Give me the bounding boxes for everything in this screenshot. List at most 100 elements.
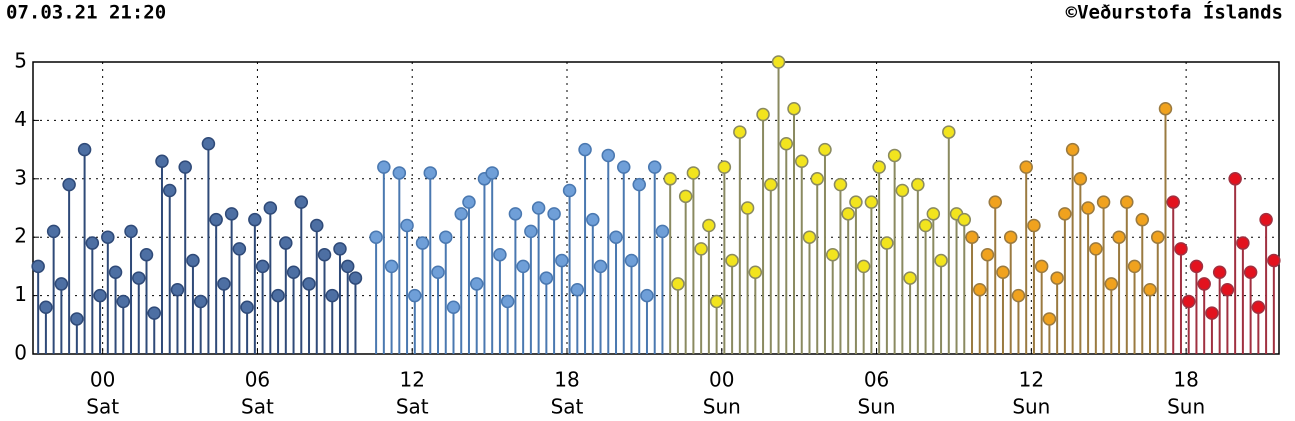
marker: [1058, 207, 1072, 221]
marker: [377, 160, 391, 174]
marker: [601, 148, 616, 163]
marker: [124, 224, 138, 239]
marker: [1205, 306, 1219, 320]
x-tick-label: 00: [709, 368, 734, 392]
marker: [462, 195, 476, 209]
x-tick-day: Sat: [396, 395, 429, 419]
marker: [647, 160, 662, 174]
marker: [217, 277, 231, 291]
marker: [302, 277, 316, 291]
marker: [1096, 195, 1111, 209]
marker: [248, 212, 262, 227]
marker: [756, 107, 770, 122]
marker: [423, 166, 438, 180]
marker: [1212, 265, 1227, 279]
marker: [493, 247, 507, 262]
marker: [795, 154, 809, 169]
marker: [903, 271, 917, 285]
marker: [702, 218, 716, 233]
marker: [547, 207, 561, 221]
marker: [887, 148, 902, 163]
marker: [531, 201, 546, 215]
marker: [678, 189, 693, 204]
marker: [485, 166, 499, 180]
marker: [255, 259, 270, 274]
marker: [1228, 172, 1242, 186]
marker: [516, 259, 530, 274]
y-tick-label: 3: [14, 165, 27, 189]
x-tick-label: 18: [554, 368, 579, 392]
marker: [1236, 236, 1250, 250]
marker: [926, 207, 941, 221]
marker: [193, 294, 208, 309]
y-tick-label: 2: [14, 224, 27, 248]
marker: [1065, 142, 1080, 157]
marker: [1011, 288, 1026, 303]
marker: [996, 265, 1010, 279]
marker: [1104, 277, 1119, 291]
marker: [1189, 259, 1204, 274]
marker: [439, 230, 453, 244]
marker: [973, 283, 987, 297]
x-tick-day: Sun: [858, 395, 896, 419]
marker: [54, 277, 69, 291]
marker: [570, 283, 585, 297]
marker: [1050, 271, 1064, 285]
marker: [93, 288, 107, 303]
marker: [562, 183, 577, 198]
marker: [655, 224, 670, 239]
marker: [864, 195, 879, 209]
marker: [415, 236, 430, 250]
marker: [132, 271, 146, 285]
marker: [271, 288, 285, 303]
marker: [1127, 259, 1142, 274]
marker: [1027, 218, 1041, 233]
marker: [965, 230, 979, 244]
x-tick-label: 06: [245, 368, 270, 392]
marker: [147, 306, 161, 320]
marker: [116, 294, 131, 309]
marker: [709, 294, 724, 309]
marker: [286, 265, 301, 279]
marker: [539, 271, 554, 285]
marker: [740, 201, 755, 215]
marker: [833, 177, 848, 192]
marker: [1259, 212, 1273, 227]
marker: [872, 160, 886, 174]
marker: [686, 166, 701, 180]
marker: [725, 253, 739, 268]
marker: [408, 288, 422, 303]
marker: [178, 160, 192, 174]
marker: [779, 137, 794, 151]
marker: [1089, 242, 1103, 256]
marker: [369, 230, 383, 244]
marker: [162, 183, 177, 198]
marker: [139, 247, 154, 262]
marker: [1151, 230, 1165, 244]
marker: [70, 312, 84, 326]
marker: [1251, 300, 1266, 315]
marker: [232, 242, 247, 256]
marker: [348, 271, 363, 285]
marker: [586, 212, 600, 227]
marker: [1181, 294, 1196, 309]
x-tick-label: 12: [399, 368, 424, 392]
y-tick-label: 0: [14, 341, 27, 365]
marker: [825, 247, 840, 262]
marker: [294, 195, 309, 209]
marker: [209, 212, 223, 227]
x-tick-label: 00: [90, 368, 115, 392]
marker: [317, 247, 332, 262]
marker: [1042, 312, 1057, 326]
marker: [934, 253, 948, 268]
marker: [279, 236, 293, 250]
marker: [340, 259, 355, 274]
marker: [841, 207, 855, 221]
marker: [1267, 253, 1281, 268]
y-tick-label: 1: [14, 282, 27, 306]
marker: [663, 172, 677, 186]
marker: [454, 207, 468, 221]
marker: [617, 160, 631, 174]
marker: [818, 142, 832, 157]
